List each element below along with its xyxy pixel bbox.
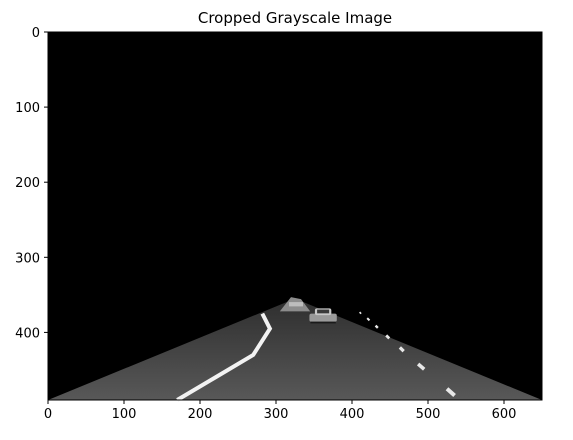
y-tick-label: 0 (32, 26, 40, 41)
lane-dash (366, 317, 371, 322)
vehicles (279, 297, 337, 324)
image-axes (47, 31, 543, 402)
lane-dash (385, 334, 391, 340)
chart-title: Cropped Grayscale Image (198, 9, 392, 27)
y-tick-label: 300 (15, 251, 40, 266)
y-axis: 0 100 200 300 400 (15, 26, 48, 341)
distant-vehicles-object (279, 297, 311, 312)
lane-dash (359, 311, 362, 315)
y-tick-label: 400 (15, 326, 40, 341)
x-tick-label: 100 (112, 407, 137, 422)
lane-dash (416, 362, 426, 371)
y-tick-label: 100 (15, 101, 40, 116)
axes-frame (47, 31, 543, 401)
x-tick-label: 600 (492, 407, 517, 422)
lane-dash (398, 346, 405, 353)
y-tick-label: 200 (15, 176, 40, 191)
x-tick-label: 500 (416, 407, 441, 422)
x-tick-label: 300 (264, 407, 289, 422)
road-region (48, 298, 542, 400)
x-tick-label: 200 (188, 407, 213, 422)
dashed-lane-markings (359, 311, 456, 397)
lane-dash (374, 324, 379, 329)
x-axis: 0 100 200 300 400 500 600 (44, 400, 517, 422)
lane-dash (445, 387, 456, 397)
car-object (309, 308, 337, 324)
x-tick-label: 400 (340, 407, 365, 422)
x-tick-label: 0 (44, 407, 52, 422)
solid-lane-marking (176, 312, 273, 402)
